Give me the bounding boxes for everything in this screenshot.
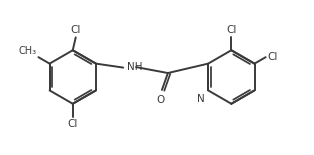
Text: CH₃: CH₃: [18, 46, 36, 56]
Text: N: N: [198, 94, 205, 104]
Text: Cl: Cl: [68, 119, 78, 129]
Text: Cl: Cl: [226, 25, 236, 35]
Text: NH: NH: [127, 62, 143, 72]
Text: O: O: [157, 95, 165, 105]
Text: Cl: Cl: [268, 52, 278, 62]
Text: Cl: Cl: [71, 25, 81, 35]
